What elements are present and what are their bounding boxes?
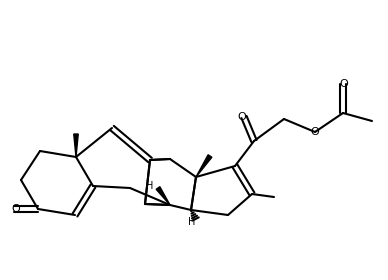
Text: O: O: [311, 127, 319, 137]
Polygon shape: [156, 187, 170, 205]
Text: H: H: [188, 217, 196, 227]
Text: O: O: [340, 79, 348, 89]
Text: O: O: [12, 204, 21, 214]
Text: H: H: [146, 181, 154, 191]
Polygon shape: [74, 134, 78, 157]
Text: O: O: [237, 112, 246, 122]
Polygon shape: [196, 155, 212, 177]
